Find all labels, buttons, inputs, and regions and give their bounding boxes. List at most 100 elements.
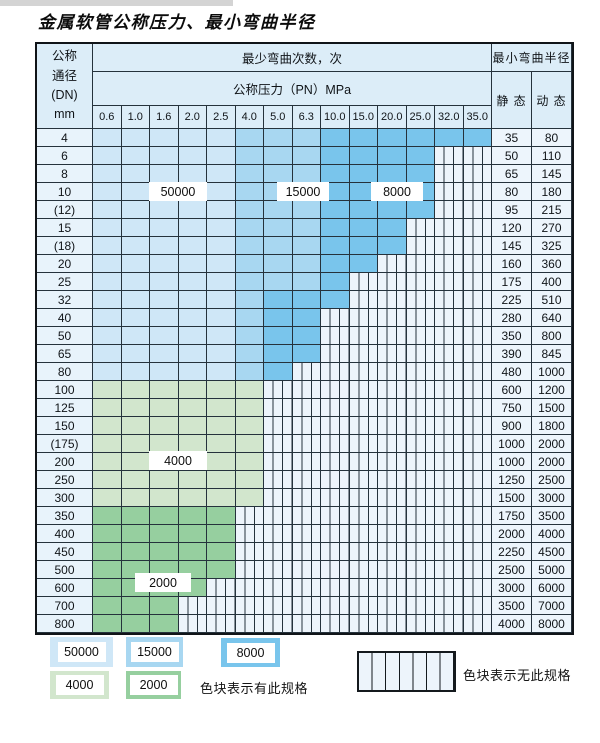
- spec-cell: [235, 399, 264, 417]
- spec-cell: [178, 309, 207, 327]
- spec-cell: [235, 435, 264, 453]
- static-header: 静 态: [492, 72, 532, 129]
- no-spec-cell: [321, 363, 350, 381]
- spec-cell: [264, 201, 293, 219]
- no-spec-cell: [292, 543, 321, 561]
- no-spec-cell: [378, 273, 407, 291]
- spec-cell: [121, 543, 150, 561]
- no-spec-cell: [463, 489, 492, 507]
- dynamic-value-cell: 360: [532, 255, 572, 273]
- spec-cell: [121, 453, 150, 471]
- spec-cell: [121, 615, 150, 633]
- spec-cell: [150, 147, 179, 165]
- no-spec-cell: [321, 615, 350, 633]
- spec-cell: [321, 201, 350, 219]
- spec-cell: [235, 345, 264, 363]
- no-spec-cell: [378, 363, 407, 381]
- no-spec-cell: [264, 543, 293, 561]
- no-spec-cell: [406, 543, 435, 561]
- overlay-label-15000: 15000: [277, 182, 329, 201]
- spec-cell: [121, 165, 150, 183]
- dynamic-value-cell: 510: [532, 291, 572, 309]
- no-spec-cell: [235, 525, 264, 543]
- no-spec-cell: [349, 489, 378, 507]
- spec-cell: [207, 147, 236, 165]
- no-spec-cell: [349, 327, 378, 345]
- spec-cell: [150, 597, 179, 615]
- pn-header-cell: 0.6: [93, 106, 122, 129]
- no-spec-cell: [406, 219, 435, 237]
- legend-swatch-8000: 8000: [221, 638, 280, 667]
- spec-cell: [121, 309, 150, 327]
- no-spec-cell: [406, 615, 435, 633]
- no-spec-cell: [435, 183, 464, 201]
- no-spec-cell: [406, 507, 435, 525]
- spec-cell: [178, 381, 207, 399]
- legend-swatch-50000: 50000: [50, 637, 113, 667]
- spec-cell: [93, 165, 122, 183]
- no-spec-cell: [321, 543, 350, 561]
- dynamic-value-cell: 4500: [532, 543, 572, 561]
- spec-cell: [264, 165, 293, 183]
- no-spec-cell: [264, 579, 293, 597]
- no-spec-cell: [235, 543, 264, 561]
- no-spec-cell: [435, 489, 464, 507]
- spec-cell: [93, 255, 122, 273]
- dynamic-value-cell: 80: [532, 129, 572, 147]
- spec-cell: [292, 255, 321, 273]
- spec-cell: [93, 543, 122, 561]
- no-spec-cell: [264, 471, 293, 489]
- no-spec-cell: [463, 147, 492, 165]
- no-spec-cell: [463, 453, 492, 471]
- spec-cell: [235, 129, 264, 147]
- spec-cell: [150, 399, 179, 417]
- spec-cell: [235, 489, 264, 507]
- no-spec-cell: [292, 561, 321, 579]
- spec-cell: [292, 309, 321, 327]
- no-spec-cell: [435, 219, 464, 237]
- spec-cell: [121, 471, 150, 489]
- spec-cell: [178, 525, 207, 543]
- no-spec-cell: [349, 381, 378, 399]
- no-spec-cell: [378, 417, 407, 435]
- spec-cell: [93, 183, 122, 201]
- dn-cell: 40: [37, 309, 93, 327]
- spec-cell: [207, 417, 236, 435]
- no-spec-cell: [378, 381, 407, 399]
- no-spec-cell: [264, 597, 293, 615]
- spec-cell: [207, 561, 236, 579]
- dn-cell: 6: [37, 147, 93, 165]
- spec-cell: [121, 291, 150, 309]
- dn-cell: 25: [37, 273, 93, 291]
- spec-cell: [93, 309, 122, 327]
- no-spec-cell: [235, 615, 264, 633]
- spec-cell: [292, 273, 321, 291]
- dynamic-value-cell: 2500: [532, 471, 572, 489]
- dynamic-value-cell: 800: [532, 327, 572, 345]
- no-spec-cell: [235, 507, 264, 525]
- no-spec-cell: [378, 543, 407, 561]
- no-spec-cell: [264, 489, 293, 507]
- legend: 50000 15000 8000 4000 2000 色块表示有此规格 色块表示…: [0, 630, 600, 743]
- spec-cell: [378, 129, 407, 147]
- pn-header-cell: 5.0: [264, 106, 293, 129]
- no-spec-cell: [435, 345, 464, 363]
- no-spec-cell: [406, 363, 435, 381]
- spec-cell: [150, 237, 179, 255]
- no-spec-cell: [321, 561, 350, 579]
- dn-cell: 4: [37, 129, 93, 147]
- spec-cell: [292, 291, 321, 309]
- no-spec-cell: [463, 399, 492, 417]
- overlay-label-8000: 8000: [371, 182, 423, 201]
- spec-cell: [264, 237, 293, 255]
- no-spec-cell: [349, 309, 378, 327]
- spec-cell: [121, 435, 150, 453]
- spec-cell: [207, 291, 236, 309]
- pn-header-cell: 10.0: [321, 106, 350, 129]
- no-spec-cell: [435, 543, 464, 561]
- dn-cell: 450: [37, 543, 93, 561]
- legend-label-50000: 50000: [57, 642, 106, 662]
- spec-cell: [93, 615, 122, 633]
- legend-label-2000: 2000: [129, 675, 178, 695]
- dynamic-value-cell: 145: [532, 165, 572, 183]
